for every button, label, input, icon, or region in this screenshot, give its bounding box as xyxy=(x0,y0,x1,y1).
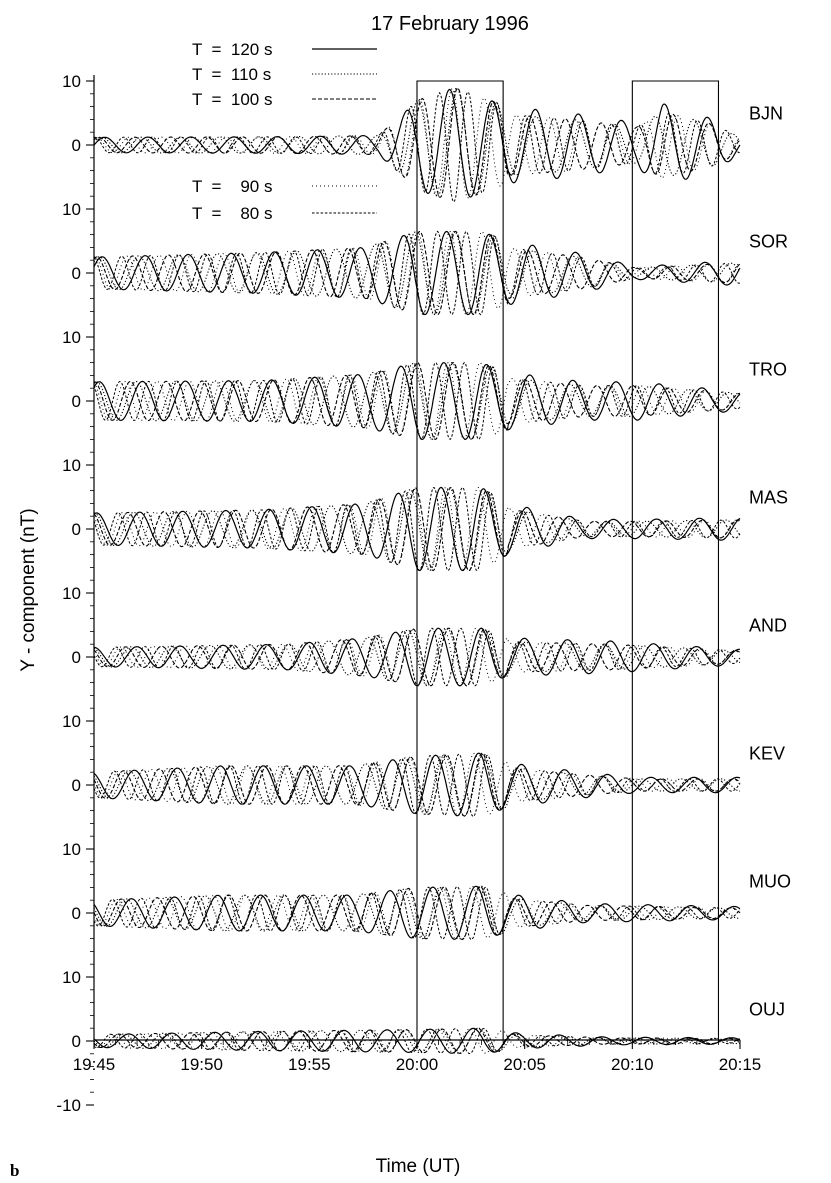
legend-label: T = 110 s xyxy=(192,65,271,84)
legend-label: T = 90 s xyxy=(192,177,272,196)
x-tick-label: 19:50 xyxy=(180,1055,223,1074)
y-tick-label: 10 xyxy=(62,584,81,603)
x-tick-label: 19:45 xyxy=(73,1055,116,1074)
legend-entry-110s: T = 110 s xyxy=(192,65,377,84)
series-muo-90s xyxy=(93,885,741,940)
series-mas-90s xyxy=(93,486,741,572)
x-tick-label: 20:10 xyxy=(611,1055,654,1074)
series-sor-80s xyxy=(93,230,741,316)
y-tick-label: 10 xyxy=(62,72,81,91)
series-kev-120s xyxy=(93,752,741,817)
y-tick-label: 10 xyxy=(62,328,81,347)
station-sor-traces xyxy=(93,230,741,316)
series-tro-110s xyxy=(93,362,741,441)
y-tick-label: 10 xyxy=(62,456,81,475)
y-axis-label: Y - component (nT) xyxy=(18,508,39,671)
series-tro-90s xyxy=(93,362,741,440)
station-muo-traces xyxy=(93,885,741,941)
series-tro-80s xyxy=(93,361,741,441)
series-mas-80s xyxy=(93,486,741,572)
series-bjn-90s xyxy=(93,88,741,199)
station-kev-traces xyxy=(93,752,741,818)
legend-entry-90s: T = 90 s xyxy=(192,177,377,196)
station-tro-traces xyxy=(93,361,741,441)
station-label-sor: SOR xyxy=(749,231,788,251)
chart-title: 17 February 1996 xyxy=(371,13,529,35)
series-sor-110s xyxy=(93,230,741,316)
x-tick-label: 20:15 xyxy=(719,1055,762,1074)
legend-label: T = 120 s xyxy=(192,40,272,59)
legend: T = 120 s T = 110 s T = 100 s T = 90 s T = 8… xyxy=(192,40,377,223)
series-and-100s xyxy=(93,627,741,687)
highlight-window-1 xyxy=(416,80,504,1040)
y-tick-label: 0 xyxy=(72,776,81,795)
x-tick-label: 20:00 xyxy=(396,1055,439,1074)
series-bjn-100s xyxy=(93,87,741,198)
series-bjn-120s xyxy=(93,88,741,198)
station-labels: BJN SOR TRO MAS AND KEV MUO OUJ xyxy=(749,103,791,1019)
series-kev-100s xyxy=(93,752,741,817)
highlight-window-2 xyxy=(631,80,720,1040)
station-label-and: AND xyxy=(749,615,787,635)
series-mas-120s xyxy=(93,486,741,572)
series-kev-80s xyxy=(93,753,741,818)
station-label-bjn: BJN xyxy=(749,103,783,123)
axes-group: 10 0 10 0 10 0 10 0 10 0 10 0 10 0 10 0 -10 19:45 19:50 19:… xyxy=(56,72,761,1115)
series-ouj-110s xyxy=(93,1027,741,1054)
series-sor-90s xyxy=(93,231,741,315)
legend-entry-120s: T = 120 s xyxy=(192,40,377,59)
y-tick-label: 10 xyxy=(62,968,81,987)
y-tick-label: 0 xyxy=(72,392,81,411)
y-tick-label: 0 xyxy=(72,264,81,283)
station-bjn-traces xyxy=(93,87,741,203)
y-tick-label: 10 xyxy=(62,712,81,731)
series-kev-110s xyxy=(93,753,741,817)
legend-label: T = 80 s xyxy=(192,204,272,223)
y-tick-label: 0 xyxy=(72,904,81,923)
series-mas-100s xyxy=(93,486,741,572)
x-tick-label: 19:55 xyxy=(288,1055,331,1074)
series-muo-120s xyxy=(93,885,741,940)
panel-label: b xyxy=(10,1161,19,1180)
station-mas-traces xyxy=(93,486,741,572)
station-label-mas: MAS xyxy=(749,487,788,507)
station-label-kev: KEV xyxy=(749,743,785,763)
series-bjn-80s xyxy=(93,91,741,203)
series-sor-100s xyxy=(93,230,741,316)
series-muo-80s xyxy=(93,885,741,940)
x-axis-label: Time (UT) xyxy=(376,1156,461,1177)
series-muo-100s xyxy=(93,885,741,941)
x-tick-label: 20:05 xyxy=(503,1055,546,1074)
y-tick-label: 0 xyxy=(72,648,81,667)
legend-entry-100s: T = 100 s xyxy=(192,90,377,109)
highlight-windows xyxy=(416,80,720,1040)
y-tick-label: -10 xyxy=(56,1096,81,1115)
station-and-traces xyxy=(93,627,741,687)
series-and-80s xyxy=(93,627,741,687)
station-label-ouj: OUJ xyxy=(749,999,785,1019)
station-label-tro: TRO xyxy=(749,359,787,379)
station-label-muo: MUO xyxy=(749,871,791,891)
legend-label: T = 100 s xyxy=(192,90,272,109)
legend-entry-80s: T = 80 s xyxy=(192,204,377,223)
series-tro-100s xyxy=(93,362,741,441)
series-bjn-110s xyxy=(93,87,741,198)
y-tick-label: 0 xyxy=(72,136,81,155)
series-and-120s xyxy=(93,627,740,687)
y-tick-label: 0 xyxy=(72,520,81,539)
series-and-110s xyxy=(93,627,741,687)
y-tick-label: 0 xyxy=(72,1032,81,1051)
y-tick-label: 10 xyxy=(62,200,81,219)
y-tick-label: 10 xyxy=(62,840,81,859)
